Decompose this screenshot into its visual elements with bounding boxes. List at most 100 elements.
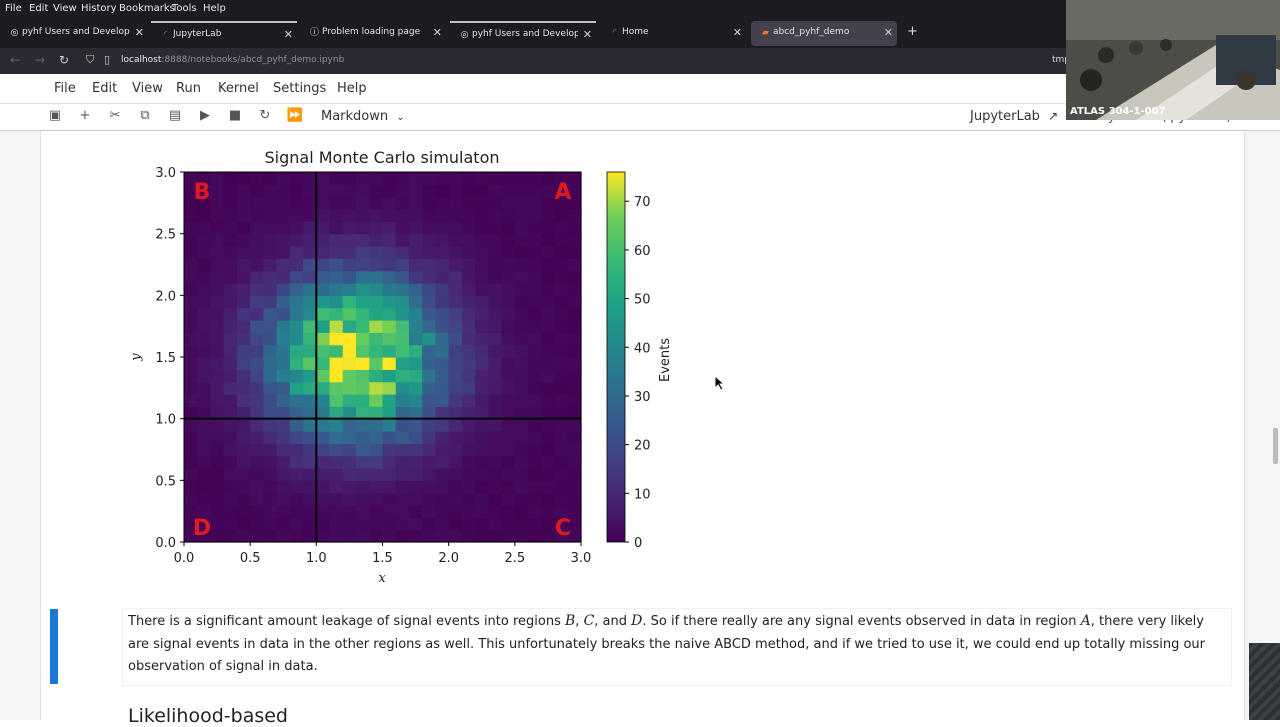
heatmap-cell [276, 172, 291, 185]
heatmap-cell [329, 394, 344, 407]
heatmap-cell [289, 455, 304, 469]
heatmap-cell [316, 307, 331, 321]
close-icon[interactable]: ✕ [582, 28, 592, 41]
heatmap-cell [541, 406, 556, 420]
run-icon[interactable]: ▶ [200, 108, 210, 123]
heatmap-cell [435, 468, 450, 481]
heatmap-cell [395, 172, 410, 185]
cut-icon[interactable]: ✂ [109, 108, 121, 123]
forward-icon[interactable]: → [35, 53, 46, 67]
heatmap-cell [567, 320, 582, 333]
jupyterlab-link[interactable]: JupyterLab ↗ [970, 109, 1059, 124]
heatmap-cell [289, 221, 304, 235]
heatmap-cell [250, 529, 264, 543]
add-cell-icon[interactable]: + [79, 108, 91, 123]
heatmap-cell [223, 246, 238, 259]
heatmap-cell [342, 517, 357, 531]
browser-menu-view[interactable]: View [53, 3, 77, 14]
shield-icon[interactable]: ⛉ [86, 53, 95, 66]
url-bar[interactable]: localhost:8888/notebooks/abcd_pyhf_demo.… [121, 55, 345, 65]
jupyter-menu-settings[interactable]: Settings [273, 81, 327, 96]
close-icon[interactable]: ✕ [134, 26, 144, 39]
heatmap-cell [289, 295, 304, 309]
colorbar-axis: 0 10 20 30 40 50 60 70 [625, 195, 651, 551]
browser-menu-edit[interactable]: Edit [29, 3, 49, 14]
x-tick-label: 0.5 [240, 551, 261, 566]
jupyter-menu-view[interactable]: View [132, 81, 163, 96]
heatmap-cell [567, 443, 582, 457]
new-tab-button[interactable]: + [907, 24, 918, 39]
heatmap-cell [342, 468, 357, 481]
tab-jupyterlab[interactable]: ◜ JupyterLab ✕ [151, 21, 297, 48]
heatmap-cell [461, 344, 476, 358]
heatmap-cell [448, 505, 463, 518]
heatmap-cell [461, 283, 476, 296]
browser-menu-file[interactable]: File [5, 3, 22, 14]
heatmap-cell [501, 443, 516, 457]
heatmap-cell [554, 221, 569, 235]
reload-icon[interactable]: ↻ [59, 53, 70, 67]
heatmap-cell [422, 418, 437, 432]
jupyter-menu-edit[interactable]: Edit [92, 81, 118, 96]
restart-icon[interactable]: ↻ [259, 108, 271, 123]
heatmap-cell [541, 246, 556, 259]
heatmap-cell [276, 468, 291, 481]
paste-icon[interactable]: ▤ [168, 108, 182, 123]
markdown-cell[interactable] [122, 608, 1232, 686]
close-icon[interactable]: ✕ [732, 26, 742, 39]
heatmap-cell [541, 492, 556, 506]
heatmap-cell [316, 505, 331, 518]
heatmap-cells [184, 172, 582, 543]
heatmap-cell [276, 431, 291, 444]
jupyter-menu-file[interactable]: File [54, 81, 76, 96]
heatmap-cell [528, 307, 542, 321]
heatmap-cell [263, 406, 278, 420]
heatmap-cell [303, 418, 317, 432]
browser-menu-help[interactable]: Help [203, 3, 226, 14]
heatmap-cell [475, 196, 489, 210]
close-icon[interactable]: ✕ [432, 26, 442, 39]
jupyter-menu-help[interactable]: Help [337, 81, 367, 96]
browser-menu-bookmarks[interactable]: Bookmarks [119, 3, 175, 14]
close-icon[interactable]: ✕ [883, 26, 893, 39]
heatmap-cell [567, 517, 582, 531]
tab-pyhf-users-2[interactable]: ◎ pyhf Users and Developers ✕ [450, 21, 596, 48]
heatmap-cell [236, 307, 251, 321]
tab-abcd-pyhf-demo[interactable]: ▰ abcd_pyhf_demo ✕ [751, 21, 897, 46]
heatmap-cell [250, 246, 264, 259]
heatmap-cell [342, 307, 357, 321]
back-icon[interactable]: ← [10, 53, 21, 67]
heatmap-cell [461, 480, 476, 494]
tab-home[interactable]: ◜ Home ✕ [600, 21, 746, 46]
heatmap-cell [408, 517, 423, 531]
heatmap-cell [448, 344, 463, 358]
save-icon[interactable]: ▣ [48, 108, 62, 123]
chevron-down-icon: ⌄ [396, 112, 405, 123]
browser-menu-history[interactable]: History [81, 3, 117, 14]
heatmap-cell [276, 505, 291, 518]
heatmap-cell [475, 418, 489, 432]
heatmap-cell [501, 184, 516, 198]
close-icon[interactable]: ✕ [283, 28, 293, 41]
jupyter-menu-run[interactable]: Run [176, 81, 201, 96]
fast-forward-icon[interactable]: ⏩ [286, 108, 304, 123]
heatmap-cell [263, 196, 278, 210]
heatmap-cell [329, 172, 344, 185]
y-tick-label: 0.5 [155, 474, 176, 489]
stop-icon[interactable]: ■ [228, 108, 242, 123]
heatmap-cell [184, 505, 198, 518]
tab-problem-loading[interactable]: ⓘ Problem loading page ✕ [309, 26, 442, 39]
copy-icon[interactable]: ⧉ [140, 108, 150, 123]
browser-menu-tools[interactable]: Tools [172, 3, 197, 14]
cell-type-select[interactable]: Markdown ⌄ [321, 109, 405, 124]
heatmap-cell [276, 270, 291, 284]
heatmap-cell [567, 196, 582, 210]
heatmap-cell [369, 418, 384, 432]
heatmap-cell [303, 295, 317, 309]
heatmap-cell [528, 332, 542, 346]
x-tick-label: 2.5 [504, 551, 525, 566]
jupyter-menu-kernel[interactable]: Kernel [218, 81, 259, 96]
tab-pyhf-users-1[interactable]: ◎ pyhf Users and Developers ✕ [0, 21, 148, 46]
scrollbar-thumb[interactable] [1273, 428, 1278, 464]
heatmap-cell [276, 184, 291, 198]
